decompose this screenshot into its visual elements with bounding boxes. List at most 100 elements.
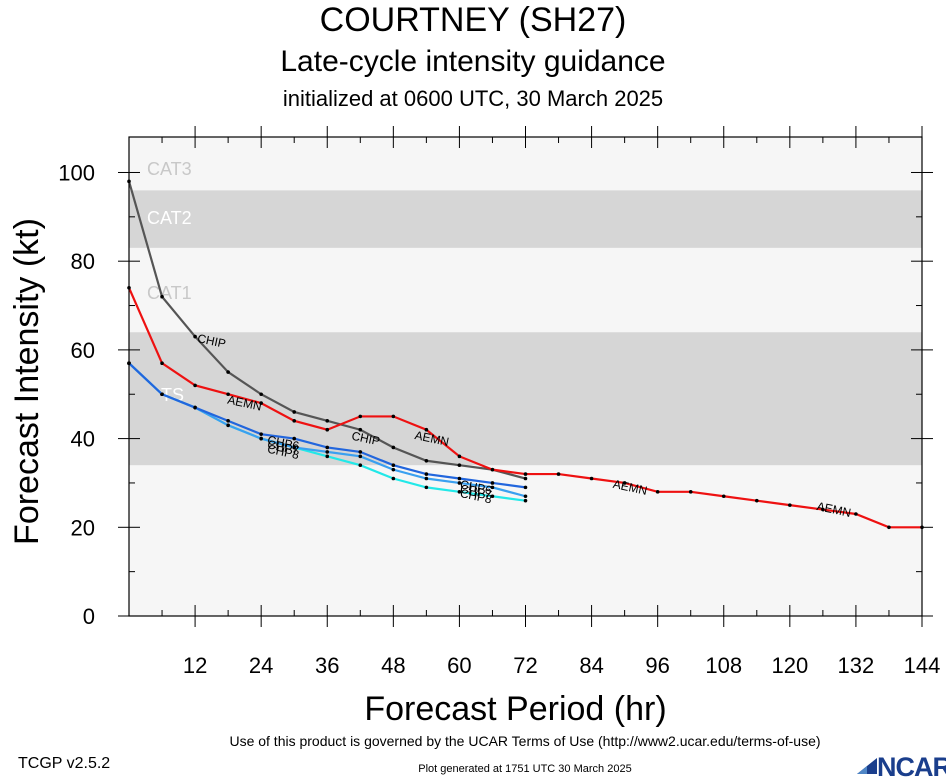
data-point-aemn: [754, 498, 759, 503]
data-point-chp6: [160, 392, 164, 397]
ncar-logo-text: NCAR: [877, 752, 946, 782]
terms-of-use: Use of this product is governed by the U…: [229, 733, 821, 749]
data-point-chip: [259, 392, 263, 397]
data-point-aemn: [193, 383, 197, 388]
data-point-chp7: [391, 467, 396, 472]
series-label-chp7: CHP7: [266, 437, 301, 457]
x-tick-label: 36: [315, 653, 339, 678]
data-point-aemn: [292, 419, 297, 423]
x-tick-label: 60: [447, 653, 471, 678]
version-label: TCGP v2.5.2: [18, 755, 111, 772]
x-tick-label: 72: [513, 653, 537, 678]
data-point-aemn: [325, 427, 330, 432]
plot-frame: [128, 136, 923, 617]
band-label-cat1: CAT1: [147, 283, 192, 303]
data-point-chp7: [358, 454, 363, 459]
data-point-aemn: [821, 507, 825, 512]
data-point-chp6: [292, 436, 297, 441]
y-tick-label: 40: [71, 427, 95, 452]
data-point-chp7: [523, 494, 528, 499]
data-point-chp7: [259, 436, 263, 441]
y-tick-label: 60: [71, 338, 95, 363]
data-point-chip: [391, 445, 396, 450]
data-point-chp7: [490, 485, 495, 490]
y-axis-title: Forecast Intensity (kt): [8, 218, 46, 545]
data-point-chp8: [523, 498, 528, 503]
x-tick-label: 24: [249, 653, 273, 678]
chart-init-time: initialized at 0600 UTC, 30 March 2025: [282, 86, 664, 111]
series-label-chp6: CHP6: [459, 477, 494, 497]
data-point-aemn: [887, 525, 891, 530]
series-label-chip: CHIP: [196, 331, 227, 351]
category-band-cat1: [129, 247, 922, 333]
plot-background: [129, 465, 922, 616]
ncar-logo-icon: [857, 758, 877, 774]
x-tick-label: 120: [771, 653, 808, 678]
data-point-chp7: [226, 423, 230, 428]
ncar-logo: NCAR: [855, 752, 946, 782]
data-point-chp7: [424, 476, 429, 481]
category-band-ts: [129, 332, 922, 466]
data-point-aemn: [556, 472, 561, 476]
data-point-aemn: [259, 401, 263, 405]
data-point-aemn: [622, 481, 627, 485]
data-point-aemn: [424, 427, 429, 432]
data-point-chp6: [259, 432, 263, 436]
x-tick-label: 144: [904, 653, 941, 678]
data-point-chp6: [490, 481, 495, 485]
data-point-aemn: [457, 454, 462, 459]
data-point-aemn: [788, 503, 792, 507]
x-tick-label: 108: [705, 653, 742, 678]
band-label-cat3: CAT3: [147, 159, 192, 179]
data-point-chp8: [358, 463, 363, 468]
chart-subtitle: Late-cycle intensity guidance: [280, 45, 666, 78]
x-tick-label: 96: [645, 653, 669, 678]
data-point-aemn: [721, 494, 726, 499]
y-tick-label: 100: [58, 160, 95, 185]
data-point-chip: [160, 294, 164, 299]
data-point-chip: [226, 370, 230, 374]
data-point-chp6: [424, 472, 429, 476]
data-point-chip: [424, 458, 429, 463]
series-label-chip: CHIP: [350, 429, 381, 449]
category-band-cat2: [129, 190, 922, 248]
x-tick-label: 132: [838, 653, 875, 678]
band-label-cat2: CAT2: [147, 208, 192, 228]
x-axis-title: Forecast Period (hr): [364, 690, 666, 728]
data-point-aemn: [655, 490, 660, 494]
data-point-aemn: [688, 490, 693, 494]
y-tick-label: 20: [71, 515, 95, 540]
x-tick-label: 48: [381, 653, 405, 678]
data-point-aemn: [854, 512, 858, 516]
data-point-chp7: [292, 445, 297, 450]
data-point-chp7: [325, 450, 330, 454]
series-label-chp8: CHP8: [459, 486, 494, 506]
data-point-aemn: [589, 476, 594, 481]
data-point-chp8: [490, 494, 495, 499]
data-point-chip: [523, 476, 528, 481]
x-tick-label: 84: [579, 653, 603, 678]
data-point-chip: [457, 463, 462, 468]
series-label-chp6: CHP6: [266, 433, 301, 453]
data-point-chip: [325, 419, 330, 423]
data-point-aemn: [391, 414, 396, 419]
y-tick-label: 80: [71, 249, 95, 274]
data-point-chip: [358, 427, 363, 432]
data-point-chip: [292, 410, 297, 414]
data-point-chp7: [457, 481, 462, 485]
series-label-chp8: CHP8: [266, 442, 301, 462]
data-point-chp6: [325, 445, 330, 450]
data-point-aemn: [490, 467, 495, 472]
series-label-chp7: CHP7: [459, 482, 494, 502]
data-point-chp8: [457, 490, 462, 494]
data-point-chp6: [523, 485, 528, 490]
data-point-chp8: [391, 476, 396, 481]
data-point-aemn: [226, 392, 230, 397]
data-point-chip: [193, 334, 197, 339]
y-tick-label: 0: [83, 604, 95, 629]
data-point-chp6: [226, 419, 230, 423]
data-point-chp6: [457, 476, 462, 481]
data-point-aemn: [523, 472, 528, 476]
data-point-aemn: [358, 414, 363, 419]
